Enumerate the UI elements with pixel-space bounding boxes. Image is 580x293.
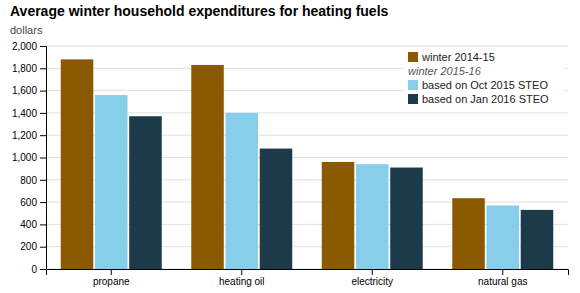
y-tick: 1,600 xyxy=(12,85,46,96)
y-tick: 1,200 xyxy=(12,130,46,141)
y-tick-mark xyxy=(40,68,46,69)
y-label: dollars xyxy=(10,24,43,36)
bar xyxy=(322,162,355,269)
y-tick-label: 2,000 xyxy=(12,41,37,52)
y-tick-label: 1,000 xyxy=(12,152,37,163)
y-axis: 0 200 400 600 800 1,000 1,200 1,400 1,600 1,800 2,… xyxy=(12,41,47,275)
y-tick-mark xyxy=(40,247,46,248)
legend-item: based on Oct 2015 STEO xyxy=(408,79,548,91)
legend-label: winter 2014-15 xyxy=(421,51,495,63)
bar xyxy=(390,168,423,269)
bar xyxy=(260,149,293,269)
legend-item: based on Jan 2016 STEO xyxy=(408,93,549,105)
y-tick-label: 600 xyxy=(20,197,37,208)
x-tick-mark xyxy=(111,269,112,275)
x-tick-label: natural gas xyxy=(478,276,527,287)
bar xyxy=(191,65,224,269)
y-tick-mark xyxy=(40,46,46,47)
x-axis: propane heating oil electricity natural gas xyxy=(47,269,569,287)
grid-line xyxy=(46,46,568,47)
legend-label: based on Jan 2016 STEO xyxy=(422,93,549,105)
y-tick-mark xyxy=(40,113,46,114)
y-tick-mark xyxy=(40,202,46,203)
grid xyxy=(46,46,568,269)
legend: winter 2014-15 winter 2015-16 based on Oct… xyxy=(404,48,564,108)
plot: 0 200 400 600 800 1,000 1,200 1,400 1,600 1,800 2,… xyxy=(12,41,569,287)
bar xyxy=(521,210,554,269)
y-tick: 400 xyxy=(20,219,46,230)
y-tick: 600 xyxy=(20,197,46,208)
y-axis-line xyxy=(40,47,47,270)
legend-swatch xyxy=(408,80,418,90)
bar-series xyxy=(95,95,519,269)
x-tick: propane xyxy=(93,269,130,287)
y-tick: 0 xyxy=(31,264,46,275)
bar xyxy=(225,113,258,269)
y-tick: 800 xyxy=(20,175,46,186)
x-tick-mark xyxy=(502,269,503,275)
x-tick-mark xyxy=(241,269,242,275)
y-tick-label: 800 xyxy=(20,175,37,186)
x-tick: heating oil xyxy=(219,269,265,287)
y-tick-label: 1,400 xyxy=(12,108,37,119)
y-tick-mark xyxy=(40,269,46,270)
x-axis-line xyxy=(47,270,569,276)
bar xyxy=(61,59,94,269)
bar xyxy=(129,116,162,269)
y-tick-mark xyxy=(40,180,46,181)
y-tick: 2,000 xyxy=(12,41,46,52)
y-tick-mark xyxy=(40,135,46,136)
y-tick: 1,400 xyxy=(12,108,46,119)
legend-swatch xyxy=(408,52,418,62)
legend-heading: winter 2015-16 xyxy=(408,65,482,77)
bar-series xyxy=(129,116,553,269)
x-tick: natural gas xyxy=(478,269,527,287)
y-tick: 1,000 xyxy=(12,152,46,163)
y-tick: 200 xyxy=(20,241,46,252)
legend-label: based on Oct 2015 STEO xyxy=(422,79,548,91)
bar xyxy=(452,198,485,269)
legend-background xyxy=(404,48,564,108)
y-tick-label: 1,200 xyxy=(12,130,37,141)
bar xyxy=(486,205,519,269)
chart: Average winter household expenditures fo… xyxy=(0,0,580,293)
y-tick-label: 1,800 xyxy=(12,63,37,74)
legend-item: winter 2015-16 xyxy=(408,65,482,77)
x-tick-label: electricity xyxy=(351,276,393,287)
y-tick-label: 400 xyxy=(20,219,37,230)
x-tick-mark xyxy=(372,269,373,275)
y-tick-mark xyxy=(40,91,46,92)
y-tick-mark xyxy=(40,224,46,225)
title: Average winter household expenditures fo… xyxy=(10,3,389,19)
legend-item: winter 2014-15 xyxy=(408,51,495,63)
bars xyxy=(61,59,553,269)
legend-swatch xyxy=(408,94,418,104)
bar xyxy=(95,95,128,269)
x-tick: electricity xyxy=(351,269,393,287)
y-tick-label: 1,600 xyxy=(12,85,37,96)
bar xyxy=(356,164,389,269)
x-tick-label: heating oil xyxy=(219,276,265,287)
y-tick-mark xyxy=(40,158,46,159)
y-tick-label: 0 xyxy=(31,264,37,275)
y-tick-label: 200 xyxy=(20,241,37,252)
y-tick: 1,800 xyxy=(12,63,46,74)
x-tick-label: propane xyxy=(93,276,130,287)
